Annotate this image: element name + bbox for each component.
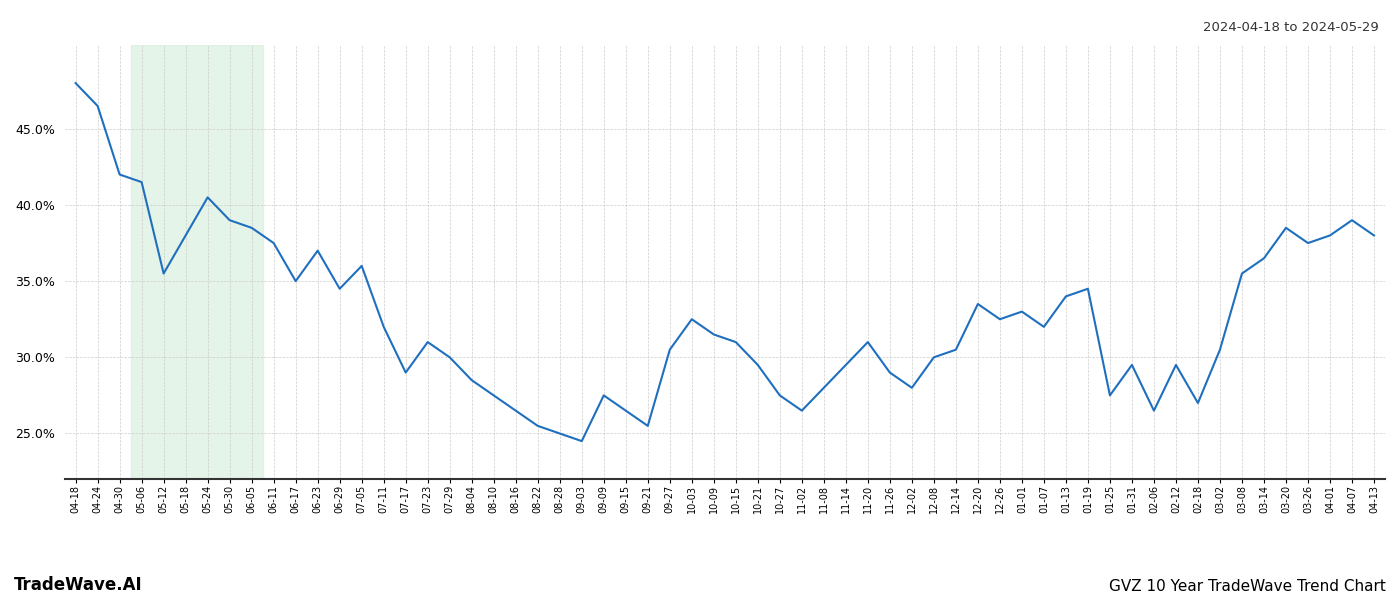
Bar [130,45,263,479]
Text: TradeWave.AI: TradeWave.AI [14,576,143,594]
Text: 2024-04-18 to 2024-05-29: 2024-04-18 to 2024-05-29 [1203,21,1379,34]
Text: GVZ 10 Year TradeWave Trend Chart: GVZ 10 Year TradeWave Trend Chart [1109,579,1386,594]
